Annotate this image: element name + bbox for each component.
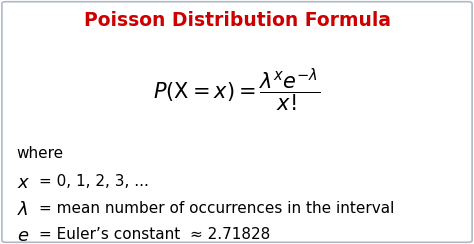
Text: = mean number of occurrences in the interval: = mean number of occurrences in the inte…: [39, 201, 394, 216]
Text: $\lambda$: $\lambda$: [17, 201, 28, 219]
FancyBboxPatch shape: [2, 2, 472, 242]
Text: = Euler’s constant  ≈ 2.71828: = Euler’s constant ≈ 2.71828: [39, 227, 270, 242]
Text: where: where: [17, 146, 64, 161]
Text: $x$: $x$: [17, 174, 30, 193]
Text: = 0, 1, 2, 3, ...: = 0, 1, 2, 3, ...: [39, 174, 149, 189]
Text: $e$: $e$: [17, 227, 29, 244]
Text: $P(\mathrm{X} = x) = \dfrac{\lambda^x e^{-\lambda}}{x!}$: $P(\mathrm{X} = x) = \dfrac{\lambda^x e^…: [154, 66, 320, 114]
Text: Poisson Distribution Formula: Poisson Distribution Formula: [83, 11, 391, 30]
